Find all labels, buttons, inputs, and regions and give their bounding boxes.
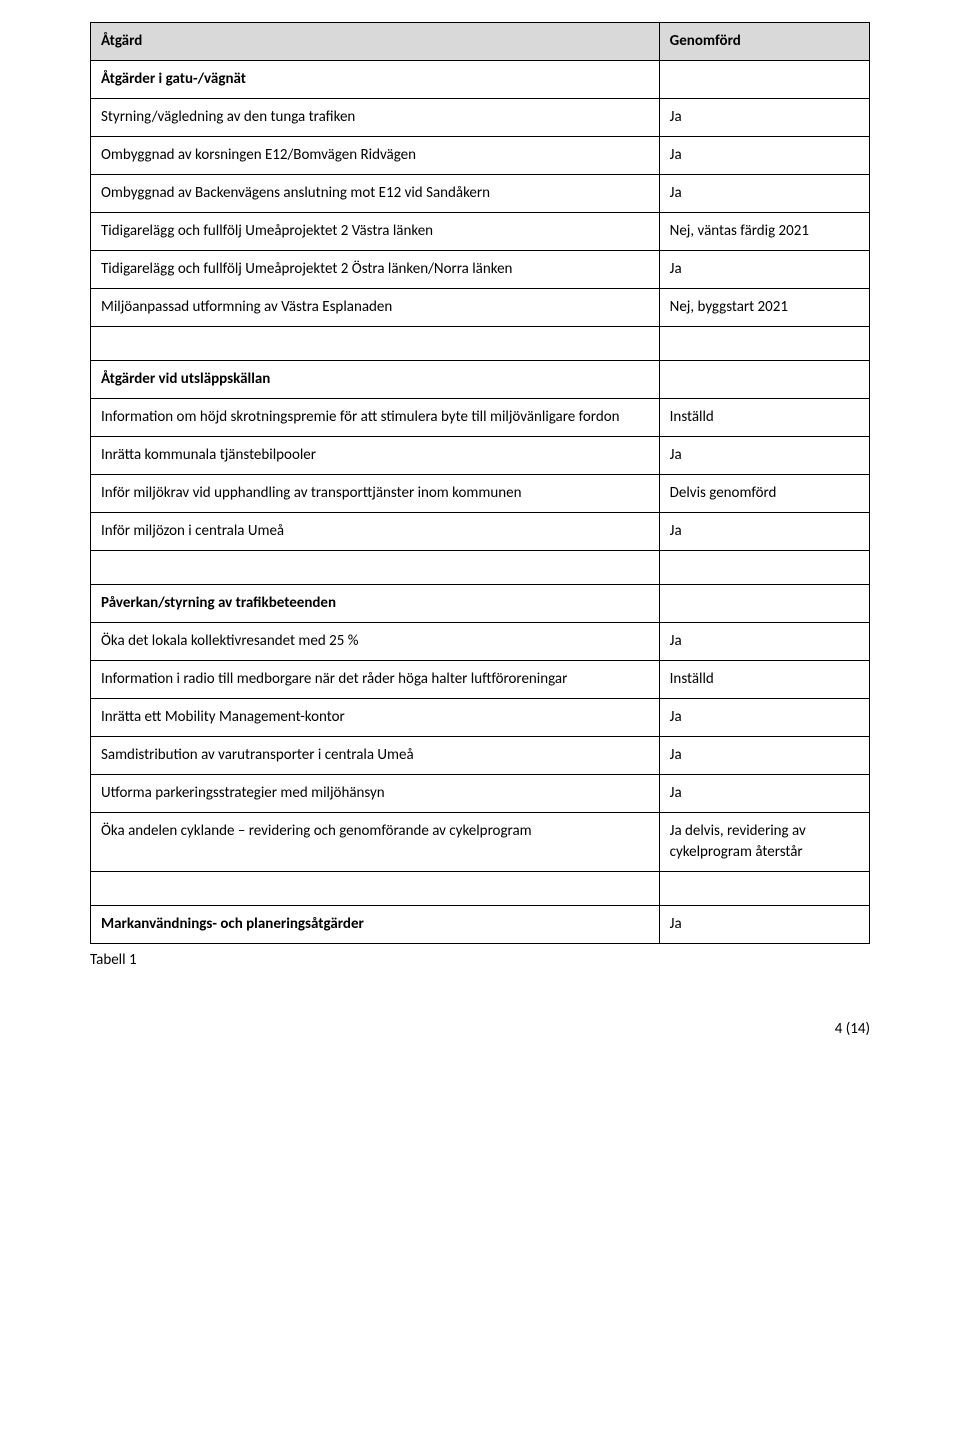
section-header-status — [659, 585, 869, 623]
table-cell-label: Information i radio till medborgare när … — [91, 661, 660, 699]
table-cell-status: Ja delvis, revidering av cykelprogram åt… — [659, 813, 869, 872]
table-cell-label: Öka det lokala kollektivresandet med 25 … — [91, 623, 660, 661]
spacer-cell — [91, 551, 660, 585]
table-cell-status: Inställd — [659, 661, 869, 699]
section-header-status — [659, 61, 869, 99]
table-cell-status: Ja — [659, 699, 869, 737]
actions-table: ÅtgärdGenomfördÅtgärder i gatu-/vägnätSt… — [90, 22, 870, 944]
table-cell-status: Nej, byggstart 2021 — [659, 289, 869, 327]
table-cell-status: Nej, väntas färdig 2021 — [659, 213, 869, 251]
table-cell-label: Inrätta ett Mobility Management-kontor — [91, 699, 660, 737]
section-header: Åtgärder vid utsläppskällan — [91, 361, 660, 399]
table-cell-status: Ja — [659, 175, 869, 213]
table-cell-label: Inför miljözon i centrala Umeå — [91, 513, 660, 551]
page-number: 4 (14) — [90, 1019, 870, 1040]
table-cell-status: Ja — [659, 251, 869, 289]
section-header-status — [659, 361, 869, 399]
table-cell-status: Inställd — [659, 399, 869, 437]
table-cell-label: Inrätta kommunala tjänstebilpooler — [91, 437, 660, 475]
table-cell-status: Ja — [659, 437, 869, 475]
table-cell-label: Miljöanpassad utformning av Västra Espla… — [91, 289, 660, 327]
table-cell-label: Samdistribution av varutransporter i cen… — [91, 737, 660, 775]
table-cell-label: Tidigarelägg och fullfölj Umeåprojektet … — [91, 213, 660, 251]
spacer-cell — [91, 327, 660, 361]
spacer-cell — [91, 872, 660, 906]
table-cell-label: Ombyggnad av korsningen E12/Bomvägen Rid… — [91, 137, 660, 175]
table-cell-status: Ja — [659, 623, 869, 661]
section-header: Åtgärder i gatu-/vägnät — [91, 61, 660, 99]
col-header-status: Genomförd — [659, 23, 869, 61]
table-cell-label: Styrning/vägledning av den tunga trafike… — [91, 99, 660, 137]
table-cell-status: Ja — [659, 737, 869, 775]
table-cell-label: Inför miljökrav vid upphandling av trans… — [91, 475, 660, 513]
section-header: Påverkan/styrning av trafikbeteenden — [91, 585, 660, 623]
section-header: Markanvändnings- och planeringsåtgärder — [91, 906, 660, 944]
col-header-action: Åtgärd — [91, 23, 660, 61]
table-cell-label: Utforma parkeringsstrategier med miljöhä… — [91, 775, 660, 813]
table-cell-status: Ja — [659, 137, 869, 175]
table-cell-status: Ja — [659, 513, 869, 551]
table-cell-label: Information om höjd skrotningspremie för… — [91, 399, 660, 437]
spacer-cell — [659, 327, 869, 361]
spacer-cell — [659, 551, 869, 585]
table-cell-label: Öka andelen cyklande – revidering och ge… — [91, 813, 660, 872]
table-cell-status: Ja — [659, 775, 869, 813]
table-caption: Tabell 1 — [90, 950, 870, 971]
table-cell-label: Tidigarelägg och fullfölj Umeåprojektet … — [91, 251, 660, 289]
table-cell-label: Ombyggnad av Backenvägens anslutning mot… — [91, 175, 660, 213]
table-cell-status: Delvis genomförd — [659, 475, 869, 513]
section-header-status: Ja — [659, 906, 869, 944]
table-cell-status: Ja — [659, 99, 869, 137]
spacer-cell — [659, 872, 869, 906]
